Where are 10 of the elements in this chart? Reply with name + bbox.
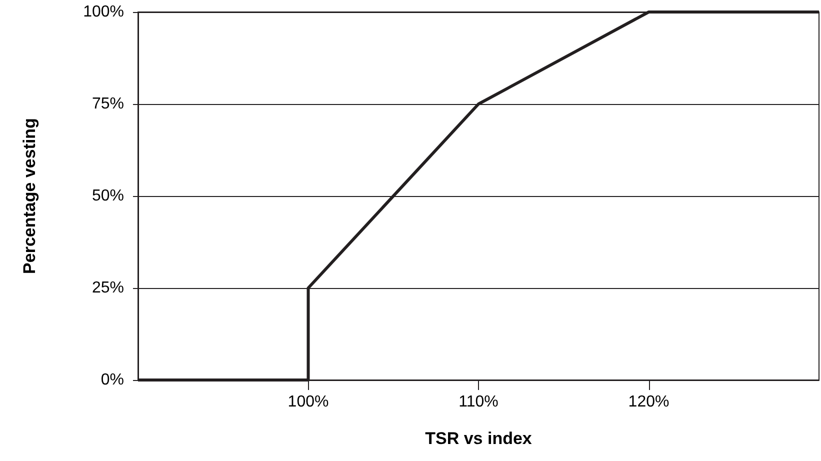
x-tick-label: 120% bbox=[628, 394, 670, 410]
x-tick-label: 110% bbox=[458, 394, 498, 410]
x-axis-title: TSR vs index bbox=[425, 429, 532, 448]
y-tick-label: 75% bbox=[92, 96, 124, 112]
y-tick-label: 50% bbox=[92, 188, 124, 204]
x-tick-label: 100% bbox=[288, 394, 329, 410]
y-tick-label: 0% bbox=[100, 372, 124, 388]
y-axis-title: Percentage vesting bbox=[20, 118, 39, 274]
y-tick-label: 25% bbox=[92, 280, 124, 296]
y-tick-label: 100% bbox=[83, 4, 124, 20]
